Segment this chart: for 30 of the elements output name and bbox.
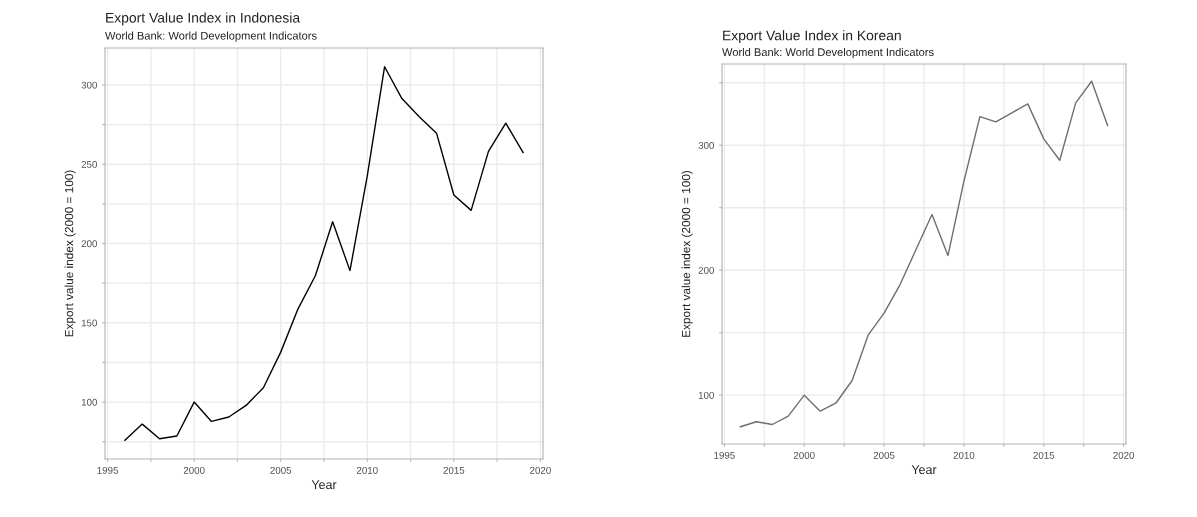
x-tick-label: 2000 — [183, 466, 205, 474]
chart-subtitle: World Bank: World Development Indicators — [722, 47, 934, 59]
y-tick-label: 150 — [81, 319, 97, 327]
x-tick-label: 2005 — [873, 451, 895, 459]
x-tick-label: 2010 — [953, 451, 975, 459]
y-tick-label: 250 — [81, 160, 97, 168]
x-axis-title: Year — [311, 480, 337, 490]
line-series — [739, 80, 1109, 428]
chart-title: Export Value Index in Indonesia — [106, 12, 301, 26]
y-tick-label: 300 — [698, 141, 714, 149]
y-axis-title: Export value index (2000 = 100) — [64, 170, 76, 337]
x-axis-title: Year — [911, 465, 937, 475]
y-tick-label: 200 — [81, 240, 97, 248]
x-tick-label: 2005 — [270, 466, 292, 474]
y-tick-label: 200 — [698, 266, 714, 274]
x-tick-label: 2015 — [1033, 451, 1055, 459]
chart-subtitle: World Bank: World Development Indicators — [105, 31, 317, 42]
chart-title: Export Value Index in Korean — [723, 30, 901, 44]
x-tick-label: 2010 — [356, 466, 378, 474]
x-tick-label: 2020 — [1113, 451, 1135, 459]
line-series — [124, 66, 524, 441]
y-tick-label: 100 — [81, 398, 97, 406]
y-axis-title: Export value index (2000 = 100) — [681, 170, 693, 337]
x-tick-label: 1995 — [97, 466, 118, 474]
y-tick-label: 100 — [698, 391, 714, 399]
x-tick-label: 1995 — [714, 451, 735, 459]
x-tick-label: 2015 — [443, 466, 465, 474]
y-tick-label: 300 — [81, 81, 97, 89]
x-tick-label: 2000 — [793, 451, 815, 459]
x-tick-label: 2020 — [530, 466, 551, 474]
